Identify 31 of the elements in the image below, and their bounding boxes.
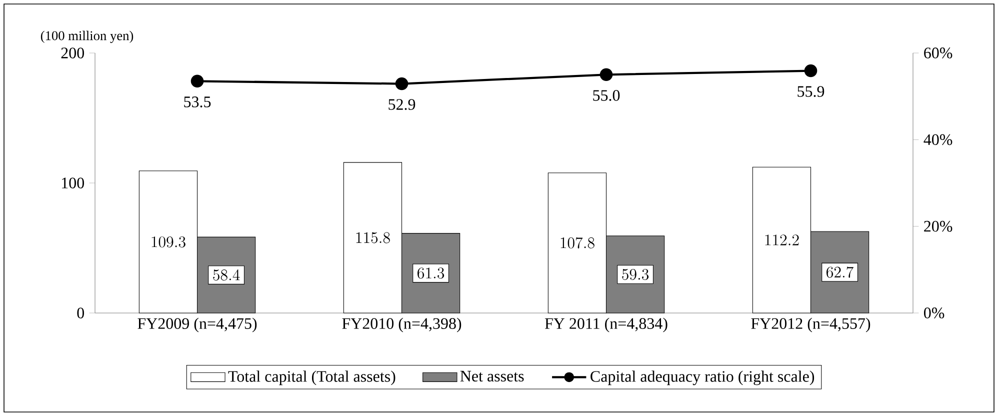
point [804, 64, 818, 78]
data-label: 61 .3 [418, 268, 444, 279]
legend-label: Total capital (Total assets) [228, 370, 396, 386]
legend-label: Capital adequacy ratio (right scale) [590, 370, 814, 386]
y2-tick-label: 20% [924, 220, 952, 232]
point [395, 77, 408, 90]
point [190, 74, 204, 88]
x-tick-label: FY2009 (n=4,475) [138, 318, 257, 332]
y2-tick-label: 40% [924, 134, 952, 146]
data-label: 59.3 [622, 268, 649, 280]
legend-label: Net assets [460, 370, 524, 382]
y-tick-label: 100 [62, 178, 84, 188]
y2-tick-label: 0% [924, 308, 944, 318]
data-label: 52.9 [388, 99, 416, 110]
point [600, 68, 613, 82]
y-axis-title: (100 million yen) [40, 30, 134, 43]
x-tick-label: FY 2011 (n=4,834) [544, 318, 668, 332]
data-label: 58.4 [213, 269, 240, 281]
data-label: 109.3 [152, 236, 186, 248]
y-tick-label: 0 [77, 308, 84, 318]
data-label: 115.8 [356, 232, 390, 244]
y-tick-label: 200 [61, 48, 84, 58]
data-label: 53.5 [184, 96, 211, 108]
data-label: 55.0 [593, 90, 620, 101]
data-label: 112.2 [765, 234, 799, 246]
x-tick-label: FY2010 (n=4,398) [342, 318, 462, 332]
data-label: 62.7 [826, 266, 854, 278]
data-label: 107.8 [560, 237, 594, 248]
data-label: 55.9 [798, 86, 824, 97]
y2-tick-label: 60% [924, 48, 952, 58]
x-tick-label: FY2012 (n=4,557) [751, 318, 870, 332]
